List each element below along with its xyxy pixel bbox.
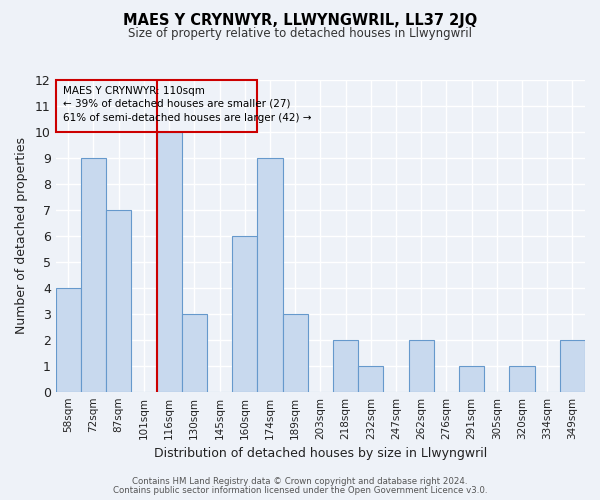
X-axis label: Distribution of detached houses by size in Llwyngwril: Distribution of detached houses by size …	[154, 447, 487, 460]
Bar	[560, 340, 585, 392]
Bar	[81, 158, 106, 392]
Text: Size of property relative to detached houses in Llwyngwril: Size of property relative to detached ho…	[128, 28, 472, 40]
Bar	[459, 366, 484, 392]
Bar	[232, 236, 257, 392]
Bar	[257, 158, 283, 392]
Text: ← 39% of detached houses are smaller (27): ← 39% of detached houses are smaller (27…	[63, 98, 291, 108]
Bar	[333, 340, 358, 392]
Bar	[157, 132, 182, 392]
Text: Contains HM Land Registry data © Crown copyright and database right 2024.: Contains HM Land Registry data © Crown c…	[132, 477, 468, 486]
Bar	[106, 210, 131, 392]
Text: MAES Y CRYNWYR, LLWYNGWRIL, LL37 2JQ: MAES Y CRYNWYR, LLWYNGWRIL, LL37 2JQ	[123, 12, 477, 28]
Text: 61% of semi-detached houses are larger (42) →: 61% of semi-detached houses are larger (…	[63, 113, 312, 123]
Bar	[358, 366, 383, 392]
Bar	[509, 366, 535, 392]
Bar	[182, 314, 207, 392]
Bar	[409, 340, 434, 392]
Bar	[56, 288, 81, 392]
Bar	[283, 314, 308, 392]
Bar	[56, 80, 257, 132]
Text: MAES Y CRYNWYR: 110sqm: MAES Y CRYNWYR: 110sqm	[63, 86, 205, 96]
Text: Contains public sector information licensed under the Open Government Licence v3: Contains public sector information licen…	[113, 486, 487, 495]
Y-axis label: Number of detached properties: Number of detached properties	[15, 138, 28, 334]
